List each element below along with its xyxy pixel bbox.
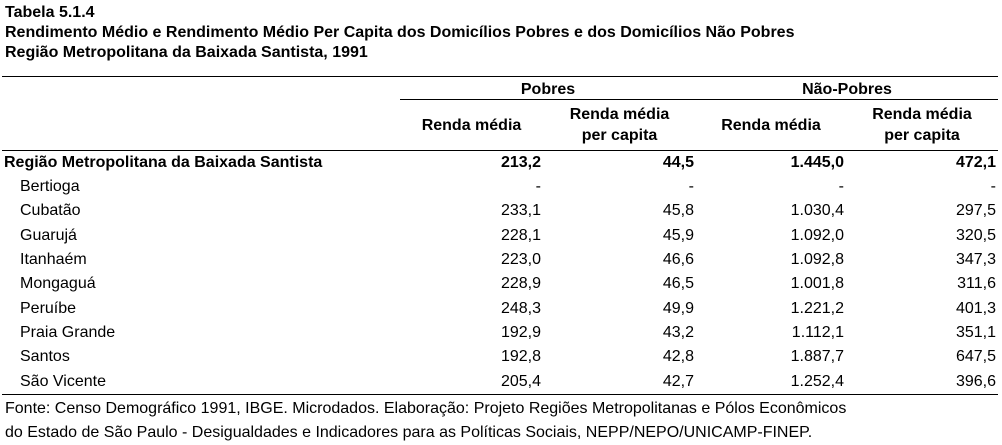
row-label: Praia Grande bbox=[20, 323, 116, 341]
cell-renda-media-pobres: 213,2 bbox=[500, 154, 541, 171]
cell-renda-media-pobres: 233,1 bbox=[500, 202, 541, 220]
cell-renda-media-pobres: 223,0 bbox=[500, 251, 541, 269]
cell-renda-media-nao-pobres: 1.252,4 bbox=[696, 369, 846, 395]
cell-renda-media-nao-pobres: 1.092,8 bbox=[790, 251, 844, 269]
row-label: Itanhaém bbox=[20, 251, 87, 269]
cell-per-capita-pobres: 45,8 bbox=[662, 202, 694, 220]
row-label: Região Metropolitana da Baixada Santista bbox=[4, 154, 323, 171]
cell-renda-media-nao-pobres: 1.221,2 bbox=[790, 299, 844, 317]
header-renda-media-nao-pobres: Renda média bbox=[696, 99, 846, 151]
cell-per-capita-pobres: 42,8 bbox=[662, 348, 694, 366]
row-label: Mongaguá bbox=[20, 275, 96, 293]
cell-renda-media-nao-pobres: 1.030,4 bbox=[790, 202, 844, 220]
table-row: Bertioga - - - - bbox=[2, 175, 998, 199]
cell-renda-media-nao-pobres: - bbox=[838, 178, 844, 196]
blank-header-cell bbox=[2, 77, 400, 100]
group-header-pobres: Pobres bbox=[400, 76, 696, 100]
cell-per-capita-pobres: 42,7 bbox=[543, 369, 696, 395]
cell-renda-media-pobres: 205,4 bbox=[400, 369, 543, 395]
cell-per-capita-nao-pobres: 311,6 bbox=[957, 275, 996, 293]
row-label: Bertioga bbox=[20, 178, 80, 196]
cell-renda-media-pobres: - bbox=[535, 178, 541, 196]
table-row: Praia Grande 192,9 43,2 1.112,1 351,1 bbox=[2, 321, 998, 345]
header-renda-media-pobres: Renda média bbox=[400, 99, 543, 151]
cell-renda-media-nao-pobres: 1.887,7 bbox=[790, 348, 844, 366]
cell-per-capita-pobres: 44,5 bbox=[662, 154, 694, 171]
table-title-block: Tabela 5.1.4 Rendimento Médio e Rendimen… bbox=[5, 3, 794, 63]
header-per-capita-nao-pobres: Renda média per capita bbox=[846, 99, 998, 151]
cell-per-capita-pobres: 45,9 bbox=[662, 226, 694, 244]
cell-per-capita-nao-pobres: - bbox=[990, 178, 996, 196]
cell-renda-media-nao-pobres: 1.445,0 bbox=[790, 154, 844, 171]
cell-renda-media-nao-pobres: 1.112,1 bbox=[791, 323, 844, 341]
cell-renda-media-pobres: 192,9 bbox=[500, 323, 541, 341]
table-row: Cubatão 233,1 45,8 1.030,4 297,5 bbox=[2, 199, 998, 223]
table-row: Guarujá 228,1 45,9 1.092,0 320,5 bbox=[2, 224, 998, 248]
table-row-total: Região Metropolitana da Baixada Santista… bbox=[2, 151, 998, 176]
cell-per-capita-nao-pobres: 472,1 bbox=[955, 154, 996, 171]
source-line-1: Fonte: Censo Demográfico 1991, IBGE. Mic… bbox=[5, 400, 847, 417]
source-note: Fonte: Censo Demográfico 1991, IBGE. Mic… bbox=[5, 397, 999, 445]
cell-per-capita-pobres: 49,9 bbox=[662, 299, 694, 317]
row-label: Santos bbox=[20, 348, 70, 366]
cell-per-capita-nao-pobres: 396,6 bbox=[846, 369, 998, 395]
table-row: Mongaguá 228,9 46,5 1.001,8 311,6 bbox=[2, 272, 998, 296]
cell-renda-media-pobres: 248,3 bbox=[500, 299, 541, 317]
cell-per-capita-pobres: 46,5 bbox=[662, 275, 694, 293]
table-number: Tabela 5.1.4 bbox=[5, 4, 95, 21]
cell-per-capita-pobres: - bbox=[688, 178, 694, 196]
cell-per-capita-pobres: 46,6 bbox=[662, 251, 694, 269]
sub-header-row: Renda média Renda média per capita Renda… bbox=[2, 99, 998, 151]
income-table: Pobres Não-Pobres Renda média Renda médi… bbox=[2, 76, 998, 395]
cell-per-capita-nao-pobres: 347,3 bbox=[955, 251, 996, 269]
cell-per-capita-pobres: 43,2 bbox=[662, 323, 694, 341]
row-label: Peruíbe bbox=[20, 299, 77, 317]
table-row: São Vicente 205,4 42,7 1.252,4 396,6 bbox=[2, 369, 998, 395]
cell-per-capita-nao-pobres: 351,1 bbox=[955, 323, 996, 341]
cell-renda-media-pobres: 192,8 bbox=[500, 348, 541, 366]
cell-per-capita-nao-pobres: 320,5 bbox=[955, 226, 996, 244]
group-header-nao-pobres: Não-Pobres bbox=[696, 76, 998, 100]
row-label: Guarujá bbox=[20, 226, 77, 244]
cell-per-capita-nao-pobres: 647,5 bbox=[955, 348, 996, 366]
table-row: Santos 192,8 42,8 1.887,7 647,5 bbox=[2, 345, 998, 369]
cell-renda-media-nao-pobres: 1.092,0 bbox=[790, 226, 844, 244]
blank-header-cell bbox=[2, 99, 400, 151]
group-header-row: Pobres Não-Pobres bbox=[2, 76, 998, 100]
cell-per-capita-nao-pobres: 297,5 bbox=[955, 202, 996, 220]
row-label: São Vicente bbox=[2, 369, 400, 395]
table-title: Rendimento Médio e Rendimento Médio Per … bbox=[5, 24, 795, 41]
cell-renda-media-pobres: 228,9 bbox=[500, 275, 541, 293]
header-per-capita-pobres: Renda média per capita bbox=[543, 99, 696, 151]
cell-renda-media-pobres: 228,1 bbox=[500, 226, 541, 244]
table-row: Itanhaém 223,0 46,6 1.092,8 347,3 bbox=[2, 248, 998, 272]
table-row: Peruíbe 248,3 49,9 1.221,2 401,3 bbox=[2, 296, 998, 320]
table-subtitle: Região Metropolitana da Baixada Santista… bbox=[5, 44, 368, 61]
cell-renda-media-nao-pobres: 1.001,8 bbox=[790, 275, 844, 293]
row-label: Cubatão bbox=[20, 202, 81, 220]
source-line-2: do Estado de São Paulo - Desigualdades e… bbox=[5, 424, 813, 441]
cell-per-capita-nao-pobres: 401,3 bbox=[955, 299, 996, 317]
